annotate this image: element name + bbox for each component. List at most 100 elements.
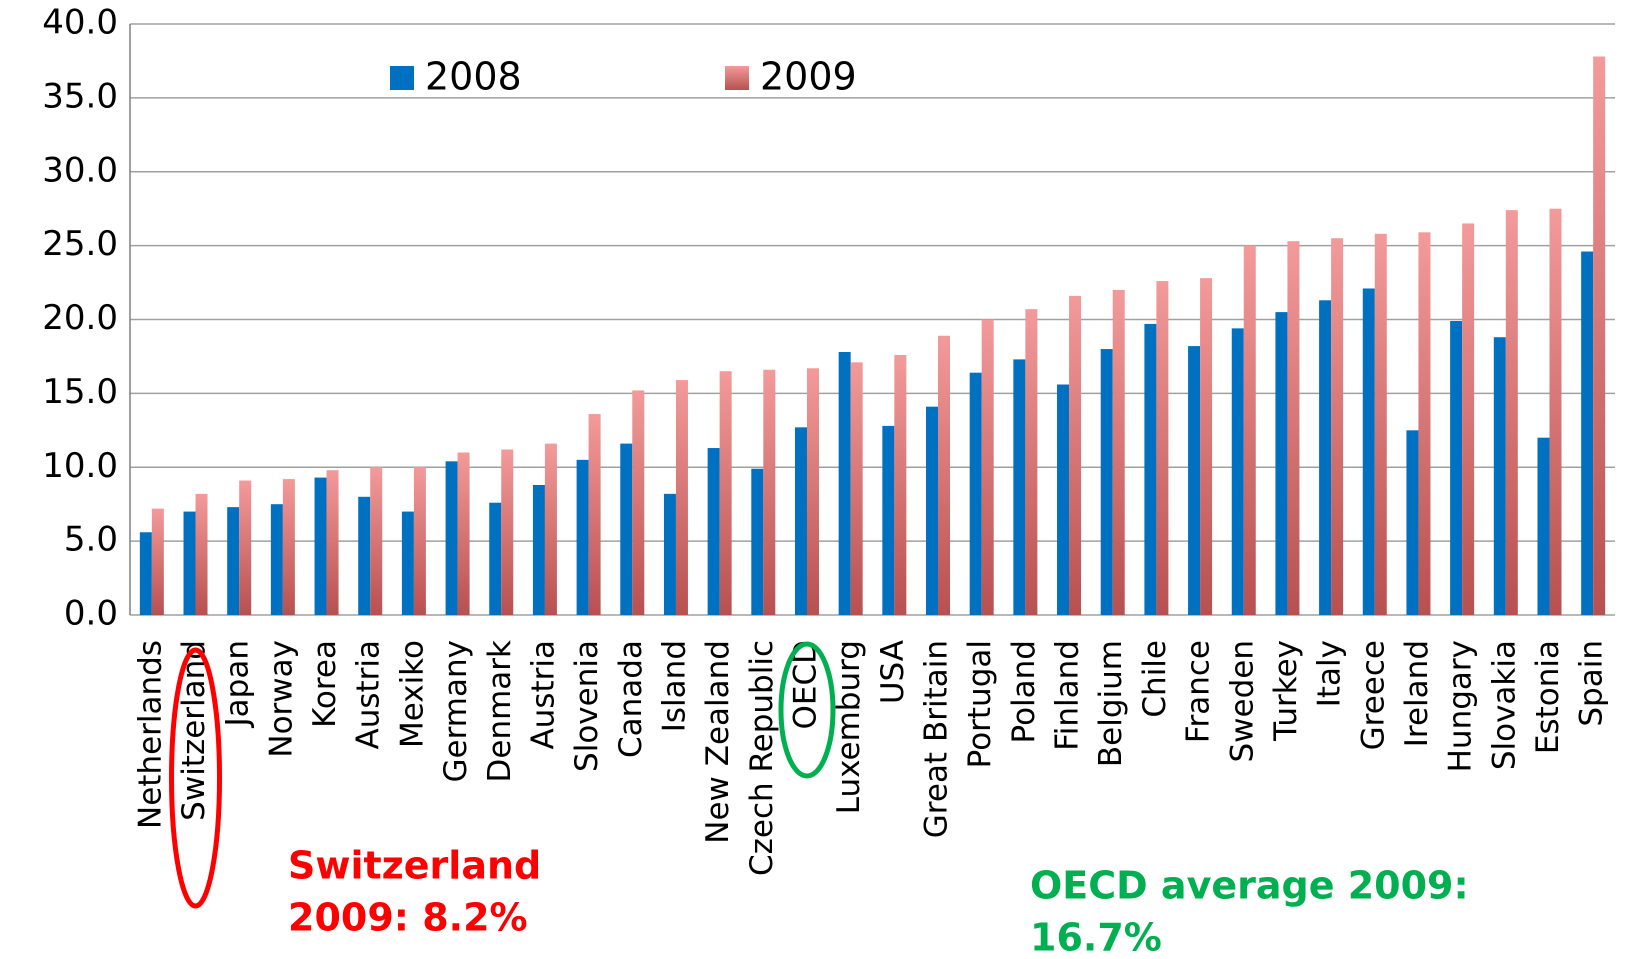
bar: [1200, 278, 1213, 615]
bar: [139, 532, 152, 615]
bar: [1462, 223, 1475, 615]
x-tick-label: France: [1181, 640, 1217, 743]
x-tick-label: Austria: [351, 640, 387, 750]
bar: [588, 414, 601, 615]
x-tick-label: Estonia: [1530, 640, 1566, 754]
x-tick-label: Sweden: [1224, 640, 1260, 763]
x-tick-label: Slovakia: [1486, 640, 1522, 770]
bar: [227, 507, 240, 615]
bar: [632, 390, 645, 615]
bar: [882, 425, 895, 615]
y-tick-label: 30.0: [42, 150, 118, 190]
x-tick-label: Netherlands: [132, 640, 168, 829]
bar: [894, 354, 907, 615]
bar: [413, 467, 426, 615]
bar: [969, 372, 982, 615]
x-tick-label: Korea: [307, 640, 343, 728]
bar: [401, 511, 414, 615]
bar: [314, 477, 327, 615]
bar: [1100, 349, 1113, 615]
x-tick-label: Slovenia: [569, 640, 605, 772]
bar: [370, 467, 383, 615]
x-tick-label: Portugal: [962, 640, 998, 768]
bar: [1450, 320, 1463, 615]
highlight-ellipse: [169, 647, 223, 909]
bar: [1275, 312, 1288, 615]
x-tick-label: Belgium: [1093, 640, 1129, 767]
x-tick-label: New Zealand: [700, 640, 736, 844]
y-tick-label: 25.0: [42, 224, 118, 264]
bar: [850, 362, 863, 615]
y-tick-label: 10.0: [42, 446, 118, 486]
bar: [1156, 281, 1169, 615]
y-tick-label: 20.0: [42, 298, 118, 338]
x-tick-label: Luxemburg: [831, 640, 867, 814]
bar: [326, 470, 339, 615]
bar: [1144, 323, 1157, 615]
x-tick-label: Italy: [1312, 640, 1348, 707]
x-tick-label: Germany: [438, 640, 474, 782]
bar: [151, 508, 164, 615]
bar: [1362, 288, 1375, 615]
legend-swatch: [725, 66, 749, 90]
annotation: OECD average 2009:: [1030, 864, 1469, 908]
x-tick-label: Poland: [1006, 640, 1042, 744]
bar: [1549, 208, 1562, 615]
bar: [751, 468, 764, 615]
x-tick-label: Island: [656, 640, 692, 732]
bar: [532, 484, 545, 615]
legend-label: 2009: [760, 55, 857, 99]
x-tick-label: Austria: [525, 640, 561, 750]
bar: [457, 452, 470, 615]
bar: [1013, 359, 1026, 615]
bar: [938, 335, 951, 615]
bar: [707, 448, 720, 615]
bar: [981, 319, 994, 615]
x-tick-label: Chile: [1137, 640, 1173, 718]
bar: [1069, 295, 1082, 615]
x-tick-label: Denmark: [482, 640, 518, 783]
bar: [1418, 232, 1431, 615]
bar: [489, 502, 502, 615]
bar: [195, 493, 208, 615]
bar: [1243, 245, 1256, 615]
bar: [1319, 300, 1332, 615]
bar: [838, 352, 851, 615]
bar: [1057, 384, 1070, 615]
bar: [719, 371, 732, 615]
bar: [270, 504, 283, 615]
annotation: Switzerland: [288, 844, 541, 888]
bar: [501, 449, 514, 615]
bar: [926, 406, 939, 615]
bar: [576, 459, 589, 615]
legend-swatch: [390, 66, 414, 90]
bar: [544, 443, 557, 615]
bar: [794, 427, 807, 615]
y-tick-label: 5.0: [64, 520, 118, 560]
bar: [663, 493, 676, 615]
bar: [1505, 210, 1518, 616]
bar: [675, 380, 688, 615]
bar: [620, 443, 633, 615]
x-tick-label: Canada: [613, 640, 649, 758]
bar: [1537, 437, 1550, 615]
bar: [1112, 289, 1125, 615]
highlight-ellipse: [778, 641, 836, 779]
x-tick-label: Finland: [1050, 640, 1086, 751]
x-tick-label: Great Britain: [919, 640, 955, 838]
bar: [1331, 238, 1344, 616]
bar: [358, 496, 371, 615]
y-tick-label: 0.0: [64, 594, 118, 634]
bar: [282, 479, 295, 615]
bar: [1231, 328, 1244, 615]
bar: [183, 511, 196, 615]
y-tick-label: 40.0: [42, 3, 118, 43]
legend-label: 2008: [425, 55, 522, 99]
bar: [1581, 251, 1594, 615]
bar: [806, 368, 819, 615]
x-tick-label: USA: [875, 640, 911, 704]
x-tick-label: Turkey: [1268, 640, 1304, 742]
y-tick-label: 35.0: [42, 76, 118, 116]
annotation: 16.7%: [1030, 916, 1162, 959]
